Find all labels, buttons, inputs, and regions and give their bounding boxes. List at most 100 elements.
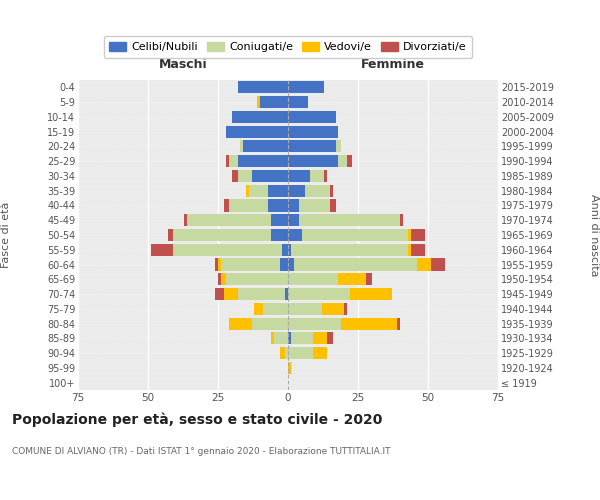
Bar bbox=[263, 303, 288, 315]
Bar bbox=[288, 362, 291, 374]
Bar bbox=[268, 200, 288, 211]
Bar bbox=[285, 347, 288, 359]
Bar bbox=[226, 155, 229, 167]
Bar bbox=[310, 170, 325, 182]
Bar bbox=[215, 288, 224, 300]
Bar bbox=[288, 200, 299, 211]
Bar bbox=[218, 273, 221, 285]
Bar bbox=[341, 318, 397, 330]
Bar bbox=[417, 258, 431, 270]
Bar bbox=[280, 347, 285, 359]
Bar bbox=[291, 244, 409, 256]
Bar bbox=[367, 273, 372, 285]
Text: Anni di nascita: Anni di nascita bbox=[589, 194, 599, 276]
Bar bbox=[271, 332, 274, 344]
Bar bbox=[288, 332, 291, 344]
Bar bbox=[288, 318, 341, 330]
Bar bbox=[299, 200, 330, 211]
Bar bbox=[288, 273, 338, 285]
Bar bbox=[232, 170, 238, 182]
Bar bbox=[241, 140, 243, 152]
Bar bbox=[411, 229, 425, 241]
Bar bbox=[215, 258, 218, 270]
Bar bbox=[288, 258, 293, 270]
Bar bbox=[411, 244, 425, 256]
Bar bbox=[251, 318, 288, 330]
Bar bbox=[330, 184, 333, 197]
Bar bbox=[344, 303, 347, 315]
Bar bbox=[305, 184, 330, 197]
Bar bbox=[226, 126, 288, 138]
Bar bbox=[285, 288, 288, 300]
Bar bbox=[218, 258, 221, 270]
Bar bbox=[173, 229, 271, 241]
Bar bbox=[325, 170, 327, 182]
Bar bbox=[238, 155, 288, 167]
Text: Popolazione per età, sesso e stato civile - 2020: Popolazione per età, sesso e stato civil… bbox=[12, 412, 382, 427]
Bar bbox=[299, 214, 400, 226]
Bar bbox=[288, 111, 335, 123]
Bar bbox=[322, 303, 344, 315]
Bar bbox=[338, 273, 367, 285]
Bar bbox=[229, 200, 268, 211]
Bar bbox=[409, 244, 411, 256]
Bar bbox=[313, 347, 327, 359]
Bar bbox=[288, 140, 335, 152]
Bar bbox=[400, 214, 403, 226]
Bar bbox=[187, 214, 271, 226]
Bar bbox=[232, 111, 288, 123]
Text: Fasce di età: Fasce di età bbox=[1, 202, 11, 268]
Text: COMUNE DI ALVIANO (TR) - Dati ISTAT 1° gennaio 2020 - Elaborazione TUTTITALIA.IT: COMUNE DI ALVIANO (TR) - Dati ISTAT 1° g… bbox=[12, 448, 391, 456]
Text: Maschi: Maschi bbox=[158, 58, 208, 71]
Text: Femmine: Femmine bbox=[361, 58, 425, 71]
Bar bbox=[167, 229, 173, 241]
Bar bbox=[288, 170, 310, 182]
Bar bbox=[330, 200, 335, 211]
Bar bbox=[338, 155, 347, 167]
Bar bbox=[288, 347, 313, 359]
Bar bbox=[257, 96, 260, 108]
Bar bbox=[224, 200, 229, 211]
Bar bbox=[302, 229, 409, 241]
Bar bbox=[350, 288, 392, 300]
Bar bbox=[431, 258, 445, 270]
Bar bbox=[238, 170, 251, 182]
Bar bbox=[251, 170, 288, 182]
Bar bbox=[283, 244, 288, 256]
Bar bbox=[313, 332, 327, 344]
Bar bbox=[397, 318, 400, 330]
Bar bbox=[249, 184, 268, 197]
Bar bbox=[260, 96, 288, 108]
Bar bbox=[288, 126, 338, 138]
Bar bbox=[268, 184, 288, 197]
Bar bbox=[288, 96, 308, 108]
Bar bbox=[347, 155, 352, 167]
Bar bbox=[173, 244, 283, 256]
Bar bbox=[288, 155, 338, 167]
Bar bbox=[229, 318, 251, 330]
Bar bbox=[274, 332, 288, 344]
Bar bbox=[288, 82, 325, 94]
Bar bbox=[288, 288, 350, 300]
Bar bbox=[288, 214, 299, 226]
Bar bbox=[335, 140, 341, 152]
Bar bbox=[271, 214, 288, 226]
Bar bbox=[271, 229, 288, 241]
Bar bbox=[238, 82, 288, 94]
Bar bbox=[288, 303, 322, 315]
Bar bbox=[280, 258, 288, 270]
Bar bbox=[327, 332, 333, 344]
Bar bbox=[291, 332, 313, 344]
Bar bbox=[246, 184, 249, 197]
Bar bbox=[221, 273, 226, 285]
Bar bbox=[184, 214, 187, 226]
Bar bbox=[288, 184, 305, 197]
Bar bbox=[288, 244, 291, 256]
Bar bbox=[254, 303, 263, 315]
Bar bbox=[288, 229, 302, 241]
Legend: Celibi/Nubili, Coniugati/e, Vedovi/e, Divorziati/e: Celibi/Nubili, Coniugati/e, Vedovi/e, Di… bbox=[104, 36, 472, 58]
Bar bbox=[229, 155, 238, 167]
Bar bbox=[221, 258, 280, 270]
Bar bbox=[151, 244, 173, 256]
Bar bbox=[293, 258, 417, 270]
